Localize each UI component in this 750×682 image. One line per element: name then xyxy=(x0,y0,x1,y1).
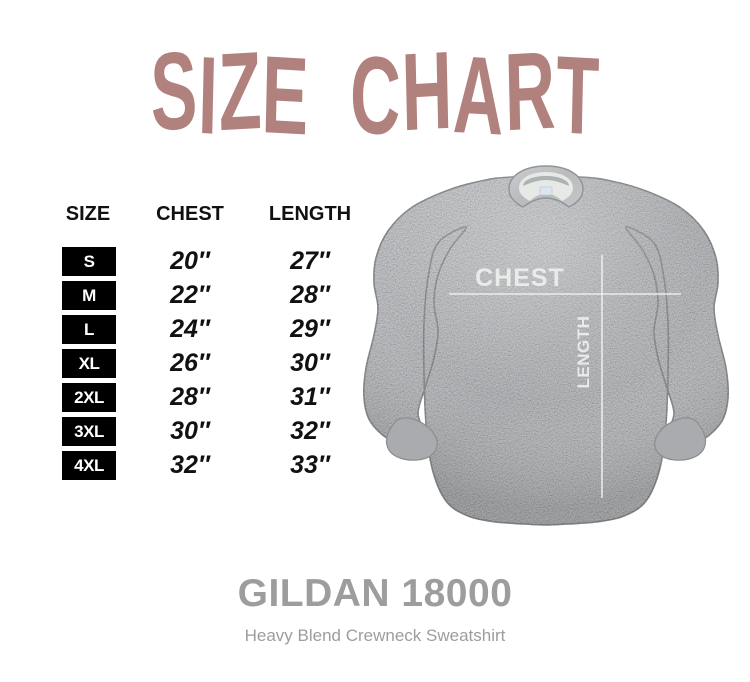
svg-text:LENGTH: LENGTH xyxy=(574,316,593,389)
svg-text:CHEST: CHEST xyxy=(475,264,565,292)
